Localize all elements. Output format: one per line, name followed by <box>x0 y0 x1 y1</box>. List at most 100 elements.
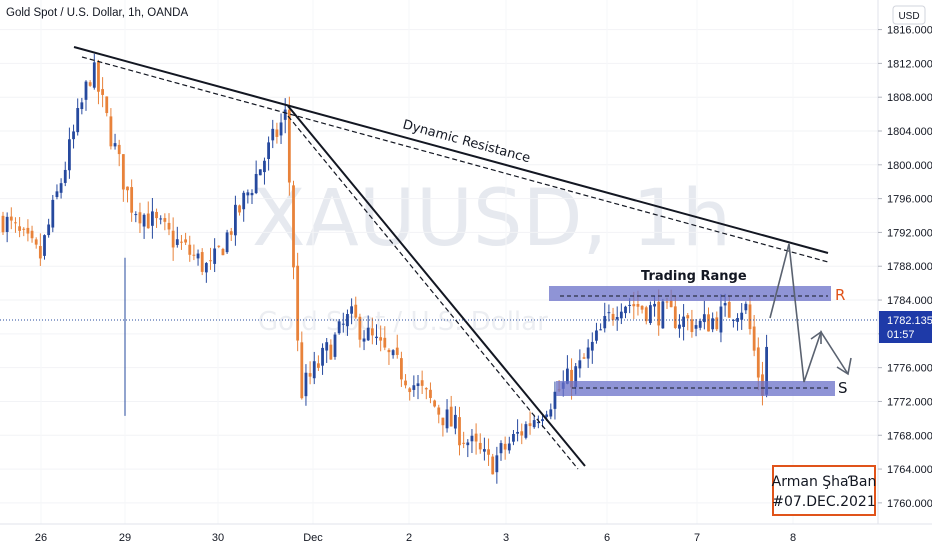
candle-body <box>673 306 677 328</box>
candle-body <box>258 169 262 176</box>
candle-body <box>97 61 100 92</box>
candle-body <box>354 304 358 318</box>
candle-body <box>121 154 125 190</box>
candle-body <box>765 346 768 395</box>
candle-body <box>474 433 478 442</box>
time-axis: 26 29 30 Dec 2 3 6 7 8 <box>35 532 796 544</box>
candle-body <box>379 337 383 341</box>
candle-body <box>512 434 515 442</box>
candle-body <box>453 414 457 429</box>
candle-body <box>72 131 75 140</box>
price-tick-label: 1816.000 <box>887 25 932 37</box>
candle-body <box>26 227 30 234</box>
candle-body <box>607 312 611 314</box>
candle-body <box>146 213 150 229</box>
candle-body <box>628 304 632 306</box>
candle-body <box>283 109 287 120</box>
candle-body <box>449 406 453 427</box>
candle-body <box>134 214 138 216</box>
candle-body <box>271 128 275 141</box>
candle-body <box>744 303 748 311</box>
price-tick-label: 1812.000 <box>887 58 932 70</box>
price-tick-label: 1772.000 <box>887 396 932 408</box>
time-tick-label: 26 <box>35 532 47 544</box>
candle-body <box>541 419 544 422</box>
candle-body <box>22 228 26 230</box>
candle-body <box>524 424 528 438</box>
candle-body <box>375 336 378 339</box>
candle-body <box>595 330 598 341</box>
price-tick-label: 1776.000 <box>887 363 932 375</box>
candle-body <box>441 417 445 426</box>
price-tick-label: 1804.000 <box>887 126 932 138</box>
candle-body <box>213 248 217 264</box>
candle-body <box>570 369 573 388</box>
candle-body <box>619 311 623 319</box>
candle-body <box>126 186 129 191</box>
time-tick-label: Dec <box>303 532 323 544</box>
time-tick-label: 2 <box>406 532 412 544</box>
candle-body <box>532 420 536 428</box>
candle-body <box>466 442 470 446</box>
candle-body <box>395 347 399 355</box>
candle-body <box>175 239 179 245</box>
projected-path-arrowhead <box>836 357 852 376</box>
candle-body <box>109 116 113 147</box>
projected-path <box>769 243 849 383</box>
candle-body <box>84 81 88 100</box>
candle-body <box>698 320 702 328</box>
candle-body <box>59 183 63 193</box>
candle-body <box>632 304 636 307</box>
price-axis: 1816.000 1812.000 1808.000 1804.000 1800.000… <box>878 25 932 510</box>
candle-body <box>267 142 270 159</box>
candle-body <box>229 231 233 235</box>
candle-body <box>416 383 420 387</box>
currency-button[interactable] <box>892 5 926 25</box>
support-zone <box>556 381 835 396</box>
candle-body <box>491 456 495 475</box>
trading-range-label: Trading Range <box>641 269 747 284</box>
candle-body <box>690 319 694 333</box>
candle-body <box>582 357 586 359</box>
candle-body <box>370 328 374 336</box>
candle-body <box>686 315 690 319</box>
candle-body <box>748 304 752 330</box>
candle-body <box>711 318 715 330</box>
candle-body <box>346 314 349 327</box>
candle-body <box>478 442 482 450</box>
candle-body <box>34 239 38 245</box>
candle-body <box>101 89 104 95</box>
candle-body <box>308 373 312 377</box>
candle-body <box>420 380 424 386</box>
candle-body <box>366 327 370 341</box>
time-tick-label: 3 <box>503 532 509 544</box>
time-tick-label: 29 <box>119 532 131 544</box>
candle-body <box>117 144 121 155</box>
candle-body <box>404 380 407 386</box>
candle-body <box>47 224 51 236</box>
candle-body <box>155 211 158 219</box>
candle-body <box>391 350 395 356</box>
candle-body <box>246 192 250 196</box>
candle-body <box>279 122 283 136</box>
candle-body <box>151 211 154 226</box>
candle-body <box>221 248 225 256</box>
candle-body <box>329 344 333 360</box>
projected-path-mid-arrow <box>810 330 822 344</box>
signature-box <box>772 465 876 516</box>
candle-body <box>727 301 731 318</box>
candle-body <box>105 96 109 114</box>
candle-body <box>536 421 540 424</box>
candle-body <box>707 314 710 332</box>
candle-body <box>503 443 507 450</box>
candle-body <box>350 306 353 314</box>
candle-body <box>292 185 295 268</box>
dynamic-resistance-line <box>73 46 829 254</box>
candle-body <box>528 423 532 427</box>
candle-body <box>694 325 698 329</box>
candles <box>1 53 768 484</box>
candle-body <box>586 347 590 359</box>
candle-body <box>657 301 661 326</box>
candle-body <box>63 169 67 183</box>
